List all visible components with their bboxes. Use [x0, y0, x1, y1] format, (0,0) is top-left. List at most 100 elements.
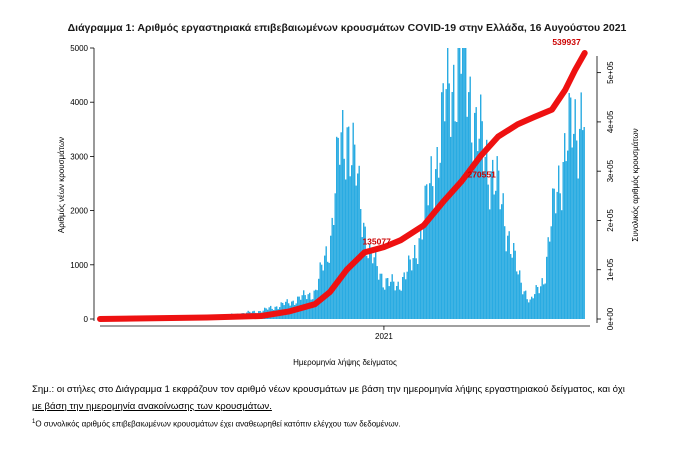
- bar: [526, 299, 528, 319]
- bar: [565, 161, 567, 319]
- bar: [580, 92, 582, 320]
- footnote-text: Ο συνολικός αριθμός επιβεβαιωμένων κρουσ…: [35, 419, 401, 429]
- bar: [432, 186, 434, 319]
- bar: [411, 270, 413, 319]
- cumulative-annotation: 539937: [552, 37, 581, 47]
- bar: [450, 136, 452, 319]
- bar: [397, 281, 399, 319]
- x-tick-label: 2021: [375, 332, 393, 341]
- cumulative-annotation: 135077: [362, 236, 391, 246]
- bar: [505, 251, 507, 319]
- bar: [426, 184, 428, 319]
- bar: [583, 127, 585, 319]
- bar: [436, 147, 438, 319]
- bar: [364, 226, 366, 319]
- bar: [480, 94, 482, 319]
- bar: [543, 284, 545, 319]
- bar: [490, 171, 492, 319]
- bar: [415, 258, 417, 319]
- bar: [541, 278, 543, 319]
- bar: [340, 132, 342, 319]
- bar: [412, 258, 414, 319]
- bar: [418, 238, 420, 319]
- bar: [330, 235, 332, 319]
- bar: [448, 83, 450, 320]
- bar: [534, 294, 536, 319]
- bar: [384, 289, 386, 319]
- bar: [579, 128, 581, 319]
- bar: [336, 136, 338, 319]
- bar: [513, 243, 515, 319]
- y-left-tick-label: 3000: [70, 152, 88, 161]
- bar: [424, 185, 426, 319]
- bar: [499, 209, 501, 319]
- bar: [402, 277, 404, 319]
- bar: [484, 156, 486, 319]
- bar: [568, 93, 570, 319]
- bar: [502, 193, 504, 319]
- cumulative-line-layer: [97, 50, 588, 322]
- bar: [360, 209, 362, 319]
- y-right-tick-label: 3e+05: [606, 159, 615, 182]
- y-left-axis-title: Αριθμός νέων κρουσμάτων: [57, 137, 66, 233]
- bar: [573, 133, 575, 319]
- y-left-tick-label: 4000: [70, 98, 88, 107]
- cumulative-cases-line: [97, 50, 588, 322]
- bar: [348, 126, 350, 319]
- bar: [472, 166, 474, 319]
- bar: [492, 159, 494, 319]
- bar: [399, 289, 401, 319]
- bar: [387, 278, 389, 319]
- y-right-tick-label: 2e+05: [606, 209, 615, 232]
- bar: [507, 235, 509, 319]
- bar: [408, 255, 410, 319]
- y-left-tick-label: 0: [84, 315, 89, 324]
- bar: [414, 245, 416, 319]
- bar: [334, 193, 336, 319]
- bar: [544, 283, 546, 319]
- y-right-axis-title: Συνολικός αριθμός κρουσμάτων: [631, 128, 640, 241]
- bar: [561, 210, 563, 319]
- bar: [501, 204, 503, 319]
- bar: [339, 164, 341, 319]
- bar: [345, 179, 347, 319]
- bar: [396, 286, 398, 319]
- bar: [549, 241, 551, 319]
- bar: [487, 184, 489, 319]
- bar: [468, 92, 470, 319]
- bar: [486, 139, 488, 319]
- bar: [460, 73, 462, 319]
- bar: [559, 193, 561, 319]
- bar: [456, 122, 458, 319]
- bar: [375, 250, 377, 319]
- bar: [372, 263, 374, 319]
- bar: [582, 130, 584, 319]
- bar: [354, 144, 356, 319]
- bar: [385, 278, 387, 319]
- bar: [498, 170, 500, 319]
- bar: [363, 222, 365, 319]
- bar: [355, 185, 357, 319]
- bar: [510, 254, 512, 319]
- bar: [537, 287, 539, 319]
- bar: [378, 279, 380, 319]
- bar: [346, 127, 348, 319]
- bar: [523, 291, 525, 319]
- chart-canvas: 0 1000 2000 3000 4000 5000 0e+00 1e+05 2e+05 3e+0…: [57, 37, 640, 367]
- bar: [324, 255, 326, 319]
- bar: [342, 110, 344, 319]
- bar: [321, 264, 323, 319]
- y-left-tick-label: 2000: [70, 207, 88, 216]
- bar: [429, 183, 431, 319]
- bar: [423, 225, 425, 319]
- bar: [514, 250, 516, 319]
- bar: [451, 92, 453, 319]
- bar: [400, 290, 402, 319]
- bar: [478, 138, 480, 319]
- bar: [477, 151, 479, 319]
- bar: [555, 213, 557, 319]
- bar: [390, 281, 392, 319]
- bar: [474, 112, 476, 320]
- bar: [508, 231, 510, 319]
- bar: [333, 225, 335, 319]
